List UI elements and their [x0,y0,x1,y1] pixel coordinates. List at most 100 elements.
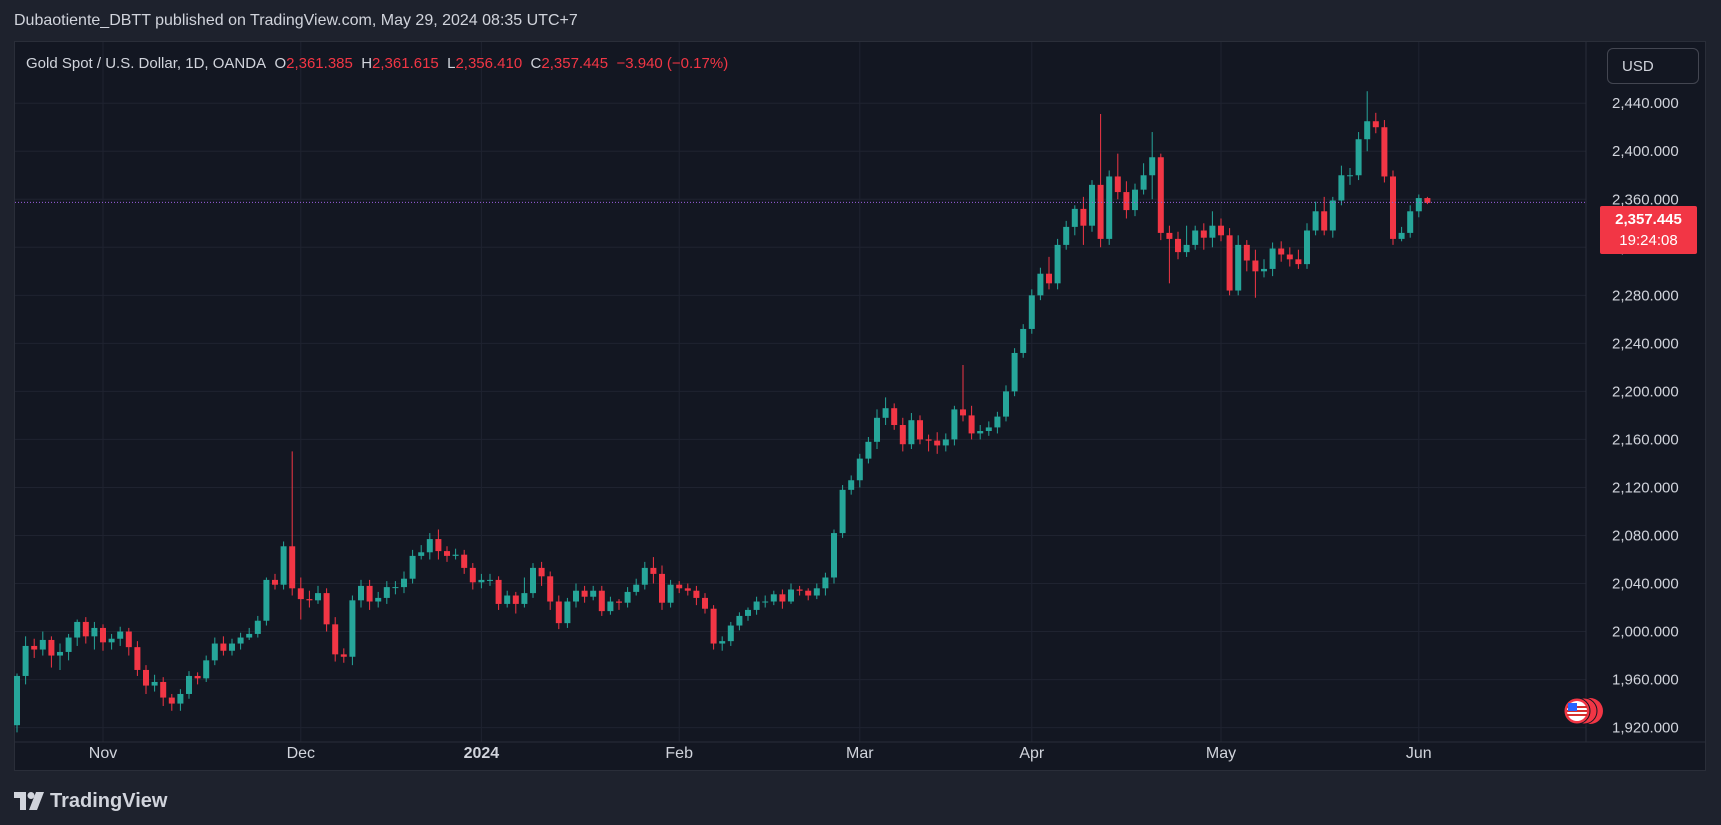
candle [177,689,184,711]
candle-body [942,439,949,446]
candle [710,605,717,650]
candle-body [306,599,313,601]
candle [521,577,528,608]
candle-body [409,555,416,579]
candle [925,434,932,452]
candle [1364,91,1371,152]
candle [1054,238,1061,290]
candle-body [160,681,167,698]
candle-body [426,539,433,553]
price-tick-label: 2,240.000 [1612,335,1679,352]
candle-body [435,539,442,552]
candle [848,475,855,495]
candle-body [315,593,321,601]
time-axis[interactable]: Nov Dec 2024 Feb Mar Apr May Jun [89,745,1432,762]
candle-body [882,408,889,418]
candle-body [667,584,674,603]
candle-body [564,601,571,624]
candle [1106,170,1113,245]
candle [1037,267,1044,301]
candle-body [168,697,175,704]
symbol-name[interactable]: Gold Spot / U.S. Dollar, 1D, OANDA [26,55,267,72]
price-tick-label: 1,920.000 [1612,720,1679,737]
candle-body [1269,248,1276,269]
high-value: 2,361.615 [372,55,439,72]
price-axis[interactable]: 1,920.000 1,960.000 2,000.000 2,040.000 2,08… [1612,95,1679,736]
candle [641,561,648,590]
candle [650,557,657,584]
footer-brand[interactable]: TradingView [14,786,167,816]
candle-body [418,552,425,556]
candle [469,563,476,590]
candle-body [280,546,287,585]
candle-body [297,588,304,600]
candle [1347,168,1353,185]
candle [392,581,399,595]
candle [14,673,20,733]
candle-body [1071,208,1078,227]
candle [659,565,665,610]
candle [813,583,820,600]
candle [633,578,640,596]
candle-body [985,427,992,432]
candle-body [770,594,777,602]
candle-body [1338,175,1345,201]
candle [504,590,511,608]
candle-body [874,417,880,442]
candle [263,577,270,626]
candle [598,585,605,616]
candle [762,595,769,608]
candle-body [1278,248,1285,255]
candle-body [590,590,597,597]
candle [426,533,433,560]
us-flag-icon[interactable] [1563,697,1603,725]
candle [1028,289,1035,334]
currency-button[interactable]: USD [1607,48,1699,84]
candle-body [633,584,640,592]
candle [186,671,192,699]
economic-events-flags[interactable] [1550,694,1620,728]
price-tick-label: 2,360.000 [1612,191,1679,208]
candle [839,485,846,538]
candle-body [736,615,743,626]
candle [530,563,536,598]
candle-body [203,660,210,679]
candle [358,579,364,608]
candle-body [908,420,915,445]
candle [994,411,1001,434]
price-tick-label: 2,280.000 [1612,287,1679,304]
candle [960,364,966,422]
candle [272,573,278,590]
publisher-text: Dubaotiente_DBTT published on TradingVie… [14,12,578,29]
candle [1149,132,1156,200]
candle [383,581,390,604]
candle-body [1295,259,1302,265]
candle-body [1192,230,1199,245]
candle-body [229,643,235,651]
candle-body [383,587,390,598]
candle [951,405,958,446]
candle-body [607,601,614,612]
candle [865,437,872,464]
candle-body [530,567,536,594]
candle-body [1372,121,1379,128]
candle-body [82,621,89,637]
candle-body [186,675,192,694]
candle-body [254,620,261,634]
candle-body [1089,184,1095,226]
candle [1304,223,1310,269]
candle [1200,223,1207,250]
candle-body [323,593,330,625]
candle-body [1028,295,1035,329]
candle [1123,181,1130,219]
candle [624,587,631,608]
candle [581,585,588,603]
candle [220,636,227,656]
candle-body [512,595,519,604]
candle [934,432,941,454]
candle-body [865,441,872,459]
candle [134,641,141,676]
candle-body [616,601,622,603]
candle-body [1312,211,1319,231]
